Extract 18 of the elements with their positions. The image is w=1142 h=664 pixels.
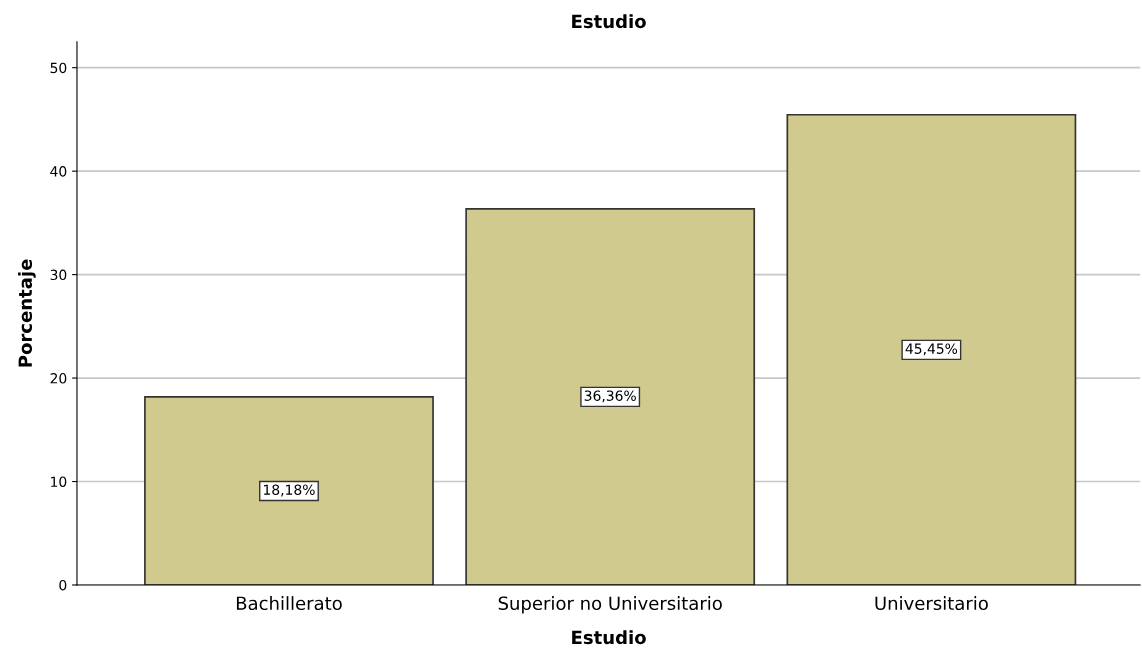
data-label: 18,18% xyxy=(264,484,315,497)
x-axis-title: Estudio xyxy=(572,630,646,645)
y-tick-label: 10 xyxy=(51,476,67,487)
chart-title: Estudio xyxy=(572,14,646,29)
x-tick-label: Universitario xyxy=(875,596,988,611)
y-tick-label: 30 xyxy=(50,269,67,281)
y-tick-label: 50 xyxy=(50,62,67,74)
x-tick-label: Superior no Universitario xyxy=(498,596,722,614)
x-tick-label: Bachillerato xyxy=(236,596,342,611)
y-axis-title: Porcentaje xyxy=(18,259,36,367)
bar xyxy=(465,207,756,585)
y-tick-label: 40 xyxy=(50,166,67,177)
bar xyxy=(786,113,1077,585)
y-tick-label: 0 xyxy=(59,579,67,591)
bar xyxy=(144,396,434,585)
data-label: 45,45% xyxy=(905,343,958,356)
y-tick-label: 20 xyxy=(50,373,67,384)
data-label: 36,36% xyxy=(584,390,636,403)
